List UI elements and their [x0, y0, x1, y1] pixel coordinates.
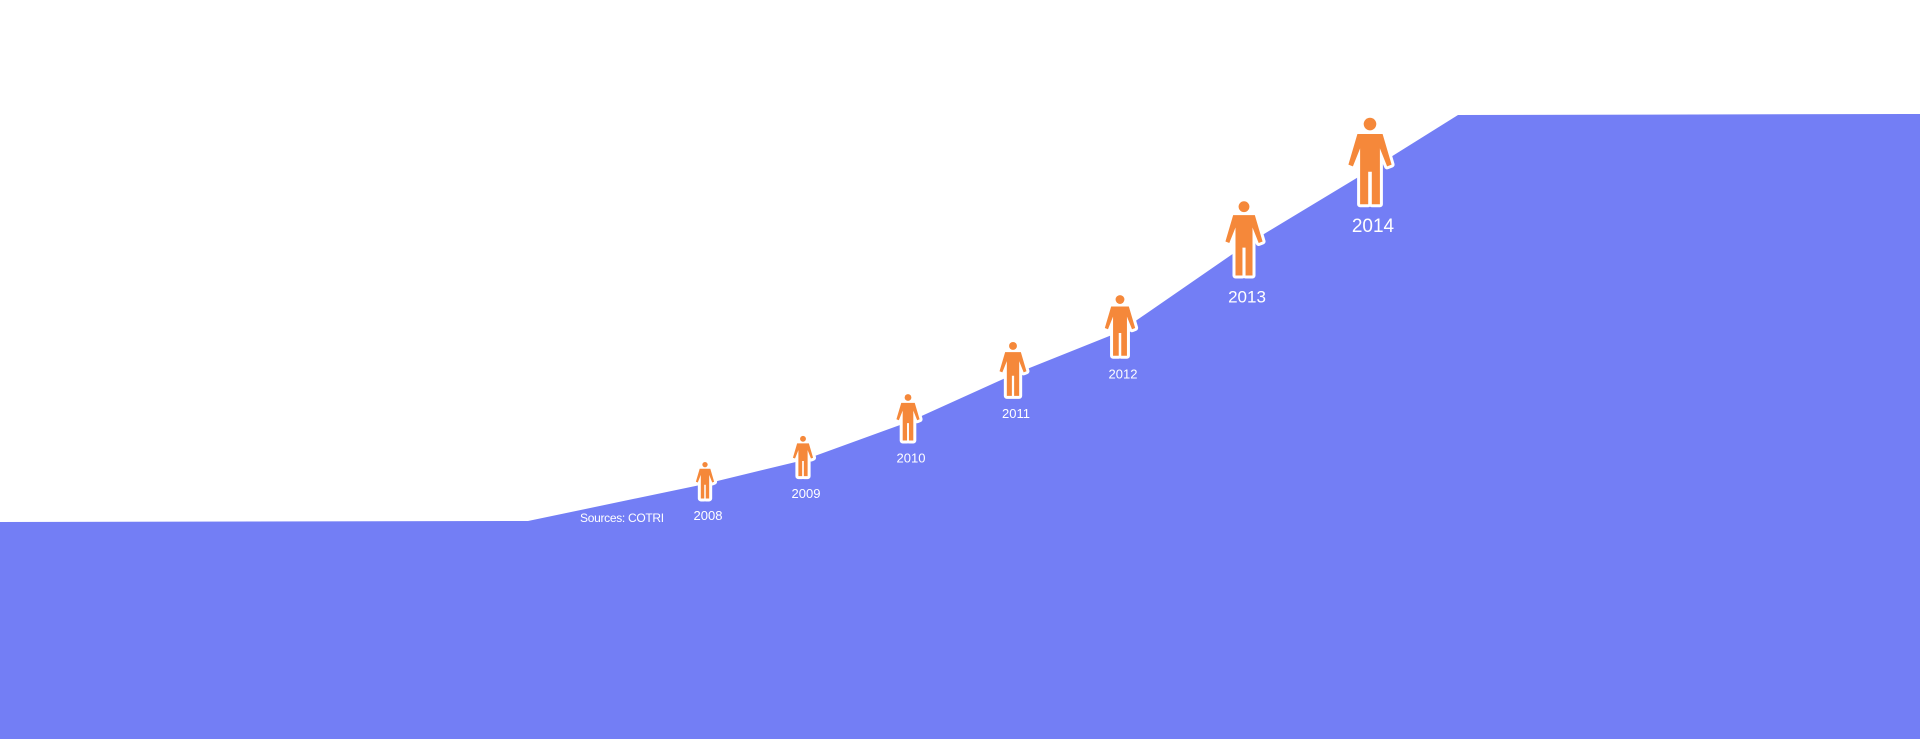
year-label-2008: 2008	[694, 508, 723, 523]
person-icon	[1345, 114, 1395, 208]
area-series	[0, 114, 1920, 739]
year-labels: 2008 2009 2010 2011 2012 2013 2014	[694, 216, 1395, 523]
person-icon	[996, 339, 1030, 399]
person-icon	[893, 391, 923, 444]
person-icon	[789, 432, 817, 480]
year-label-2013: 2013	[1228, 288, 1266, 307]
source-note: Sources: COTRI	[580, 511, 664, 525]
year-label-2010: 2010	[897, 450, 926, 465]
person-icon	[692, 458, 718, 502]
person-icon	[1101, 292, 1139, 359]
year-label-2012: 2012	[1109, 366, 1138, 381]
year-label-2009: 2009	[792, 486, 821, 501]
person-icon	[1222, 198, 1266, 279]
person-markers	[692, 114, 1395, 502]
year-label-2011: 2011	[1002, 406, 1030, 421]
year-label-2014: 2014	[1352, 216, 1395, 237]
